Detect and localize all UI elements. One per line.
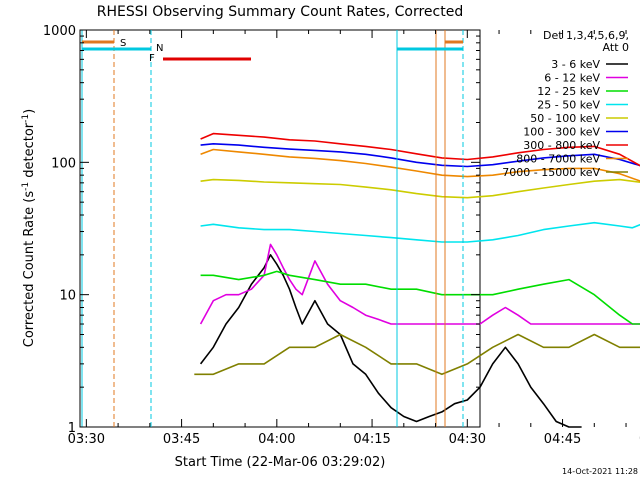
legend-header-line-2: Att 0 (603, 41, 629, 54)
y-axis-label-exp1: -1 (21, 182, 31, 191)
x-tick-label: 04:00 (258, 432, 295, 447)
plot-frame (79, 29, 481, 428)
y-axis-label: Corrected Count Rate (s-1 detector-1) (21, 109, 37, 347)
legend-entry-label: 12 - 25 keV (537, 85, 600, 98)
series-line (200, 132, 640, 167)
y-tick-label: 1000 (43, 24, 76, 39)
legend-entry-label: 3 - 6 keV (551, 58, 600, 71)
chart-title: RHESSI Observing Summary Count Rates, Co… (97, 4, 463, 20)
legend-entry-label: 7000 - 15000 keV (502, 166, 600, 179)
legend-header-line-1: Det 1,3,4,5,6,9, (543, 29, 629, 42)
series-line (200, 221, 640, 243)
timestamp: 14-Oct-2021 11:28 (562, 467, 638, 476)
y-tick-label: 1 (68, 421, 76, 436)
plot-area (79, 29, 481, 428)
series-line (194, 333, 640, 376)
x-tick-label: 03:45 (163, 432, 200, 447)
flag-label: N (156, 43, 163, 54)
series-line (200, 143, 640, 168)
y-tick-label: 10 (59, 289, 76, 304)
x-tick-label: 04:30 (449, 432, 486, 447)
legend-entry-label: 300 - 800 keV (523, 139, 600, 152)
series-layer (194, 132, 640, 428)
legend-entry-label: 6 - 12 keV (544, 72, 600, 85)
series-line (200, 148, 640, 182)
x-tick-label: 04:45 (544, 432, 581, 447)
flag-label: S (120, 38, 126, 49)
axes: 03:3003:4504:0004:1504:3004:4505:0011010… (43, 24, 640, 447)
series-line (200, 178, 640, 199)
legend-entry-label: 50 - 100 keV (530, 112, 600, 125)
y-axis-label-mid: detector (22, 122, 37, 182)
y-axis-label-exp2: -1 (21, 114, 31, 123)
series-line (200, 270, 640, 325)
x-tick-label: 04:15 (353, 432, 390, 447)
x-tick-label: 03:30 (68, 432, 105, 447)
x-axis-label: Start Time (22-Mar-06 03:29:02) (175, 455, 386, 470)
y-axis-label-main: Corrected Count Rate (s (22, 191, 37, 348)
y-axis-label-end: ) (22, 109, 37, 114)
flag-label: F (149, 53, 155, 64)
legend-entry-label: 800 - 7000 keV (516, 153, 600, 166)
legend-entry-label: 100 - 300 keV (523, 126, 600, 139)
legend-entry-label: 25 - 50 keV (537, 99, 600, 112)
flag-markers: S NF (81, 30, 464, 427)
y-tick-label: 100 (51, 156, 76, 171)
series-line (199, 243, 640, 325)
